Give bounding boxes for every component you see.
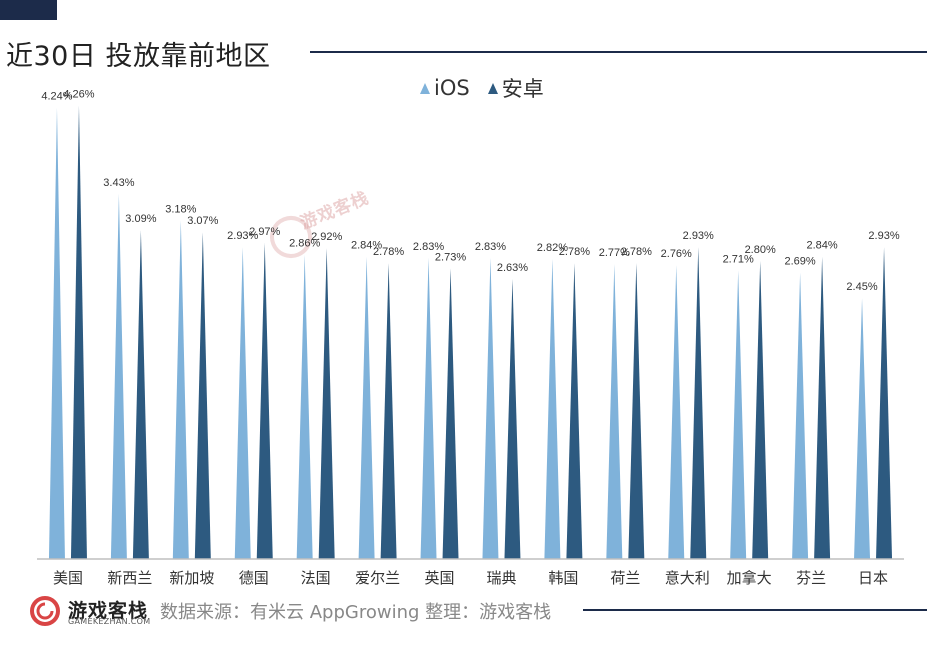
footer-brand-name: 游戏客栈 <box>68 600 149 622</box>
spike-android-8 <box>566 263 583 559</box>
value-label-ios-12: 2.69% <box>785 256 816 268</box>
value-label-android-7: 2.63% <box>497 262 528 274</box>
spike-ios-11 <box>730 270 747 559</box>
spike-ios-7 <box>482 257 499 559</box>
corner-accent-block <box>0 0 57 20</box>
spike-android-0 <box>70 105 87 560</box>
legend-label-android: 安卓 <box>501 77 544 101</box>
legend-item-android: 安卓 <box>487 73 544 103</box>
value-label-android-2: 3.07% <box>187 215 218 227</box>
footer-divider <box>583 609 927 611</box>
spike-android-9 <box>628 263 645 559</box>
x-tick-label-7: 瑞典 <box>486 569 516 587</box>
value-label-android-1: 3.09% <box>125 213 156 225</box>
x-tick-label-1: 新西兰 <box>107 569 152 587</box>
value-label-android-9: 2.78% <box>621 246 652 258</box>
legend-item-ios: iOS <box>420 76 470 100</box>
x-tick-label-13: 日本 <box>858 569 888 587</box>
value-label-android-3: 2.97% <box>249 226 280 238</box>
legend-swatch-ios <box>420 82 430 94</box>
spike-android-4 <box>318 248 335 559</box>
spike-android-2 <box>194 232 211 559</box>
spike-ios-0 <box>48 107 65 560</box>
value-label-ios-3: 2.93% <box>227 230 258 242</box>
footer-source-note: 数据来源：有米云 AppGrowing 整理：游戏客栈 <box>160 602 552 623</box>
spike-ios-10 <box>668 265 685 559</box>
spike-android-3 <box>256 242 273 560</box>
x-tick-label-3: 德国 <box>239 569 269 587</box>
spike-android-11 <box>752 260 769 559</box>
x-tick-label-6: 英国 <box>425 569 455 587</box>
spike-android-1 <box>132 230 149 559</box>
value-label-android-12: 2.84% <box>807 240 838 252</box>
x-tick-labels: 美国 新西兰 新加坡 德国 法国 爱尔兰 英国 瑞典 韩国 荷兰 意大利 加拿大 芬兰 日本 <box>53 569 888 587</box>
spike-ios-4 <box>296 254 313 559</box>
spike-ios-8 <box>544 258 561 559</box>
value-label-android-6: 2.73% <box>435 251 466 263</box>
value-label-ios-9: 2.77% <box>599 247 630 259</box>
value-label-ios-4: 2.86% <box>289 238 320 250</box>
spike-ios-9 <box>606 264 623 559</box>
value-label-ios-6: 2.83% <box>413 241 444 253</box>
spike-ios-3 <box>234 247 251 559</box>
spike-ios-6 <box>420 257 437 559</box>
x-tick-label-11: 加拿大 <box>727 569 772 587</box>
x-tick-label-0: 美国 <box>53 569 83 587</box>
value-label-ios-0: 4.24% <box>41 91 72 103</box>
x-tick-label-5: 爱尔兰 <box>355 569 400 587</box>
x-tick-label-8: 韩国 <box>548 569 578 587</box>
value-label-ios-10: 2.76% <box>661 248 692 260</box>
title-divider <box>310 51 927 53</box>
spike-ios-5 <box>358 256 375 559</box>
spike-chart: 4.24%4.26%3.43%3.09%3.18%3.07%2.93%2.97%… <box>37 89 904 587</box>
value-label-ios-11: 2.71% <box>723 254 754 266</box>
value-label-android-5: 2.78% <box>373 246 404 258</box>
value-label-ios-1: 3.43% <box>103 177 134 189</box>
x-tick-label-10: 意大利 <box>665 569 710 587</box>
spike-android-10 <box>690 247 707 559</box>
legend-swatch-android <box>487 82 498 94</box>
brand-logo-icon <box>30 596 60 626</box>
spike-android-13 <box>876 247 893 559</box>
chart-marks <box>48 105 893 560</box>
footer-brand-url: GAMEKEZHAN.COM <box>68 617 151 626</box>
spike-android-12 <box>814 256 831 559</box>
spike-ios-13 <box>854 298 871 559</box>
value-label-ios-13: 2.45% <box>846 281 877 293</box>
spike-ios-12 <box>792 272 809 559</box>
value-label-ios-5: 2.84% <box>351 240 382 252</box>
value-label-android-10: 2.93% <box>683 230 714 242</box>
x-tick-label-9: 荷兰 <box>610 569 640 587</box>
page-title: 近30日 投放靠前地区 <box>6 41 271 72</box>
legend-label-ios: iOS <box>434 76 470 100</box>
spike-ios-2 <box>172 220 189 560</box>
value-label-ios-8: 2.82% <box>537 242 568 254</box>
x-tick-label-2: 新加坡 <box>169 569 214 587</box>
spike-android-5 <box>380 263 397 559</box>
value-label-ios-2: 3.18% <box>165 204 196 216</box>
value-label-android-8: 2.78% <box>559 246 590 258</box>
value-label-android-13: 2.93% <box>868 230 899 242</box>
value-label-ios-7: 2.83% <box>475 241 506 253</box>
spike-android-7 <box>504 279 521 559</box>
spike-android-6 <box>442 268 459 559</box>
spike-ios-1 <box>110 193 127 559</box>
value-label-android-0: 4.26% <box>63 89 94 101</box>
value-label-android-11: 2.80% <box>745 244 776 256</box>
chart-legend: iOS 安卓 <box>420 74 544 102</box>
value-label-android-4: 2.92% <box>311 231 342 243</box>
chart-value-labels: 4.24%4.26%3.43%3.09%3.18%3.07%2.93%2.97%… <box>41 89 899 294</box>
x-tick-label-4: 法国 <box>301 569 331 587</box>
x-tick-label-12: 芬兰 <box>796 569 826 587</box>
